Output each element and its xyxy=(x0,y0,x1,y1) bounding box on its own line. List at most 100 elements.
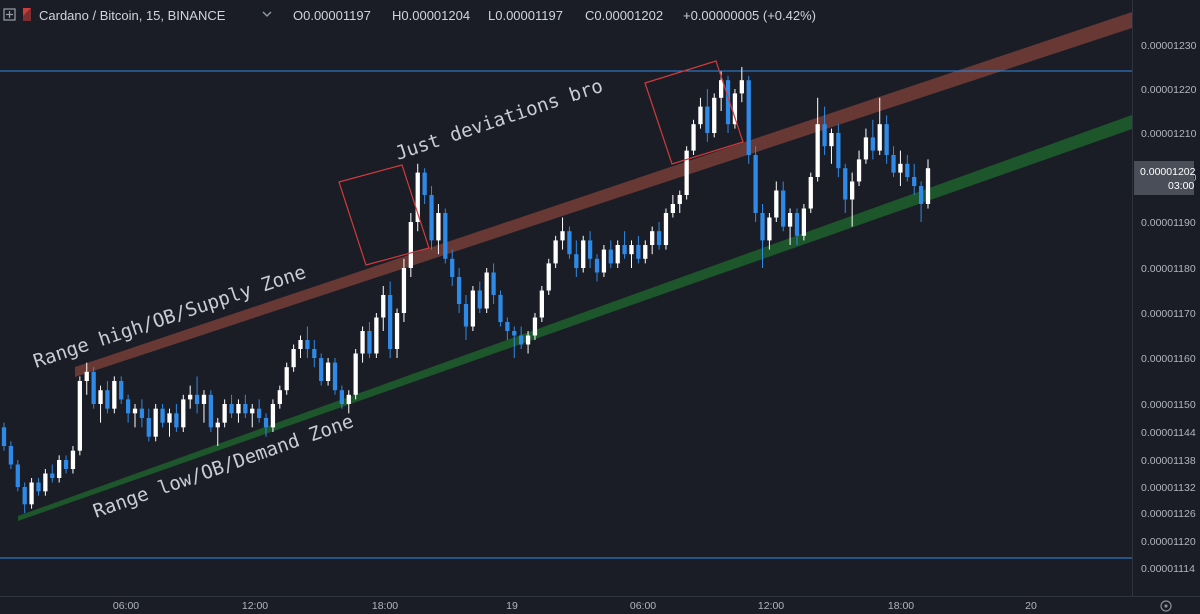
ohlc-change: +0.00000005 (+0.42%) xyxy=(683,8,816,23)
candle xyxy=(112,376,117,414)
ohlc-close: C0.00001202 xyxy=(585,8,663,23)
candle-body xyxy=(43,473,48,492)
candle-body xyxy=(525,335,531,345)
candle-body xyxy=(643,245,648,259)
candle xyxy=(732,89,738,129)
candle xyxy=(263,413,269,437)
candle xyxy=(181,394,186,432)
candle-body xyxy=(312,349,317,358)
candle xyxy=(208,390,214,432)
supply-zone xyxy=(75,12,1132,377)
candle-body xyxy=(870,137,875,151)
candle-body xyxy=(532,317,538,336)
symbol-title[interactable]: Cardano / Bitcoin, 15, BINANCE xyxy=(39,8,226,23)
candle-body xyxy=(429,195,434,241)
expand-icon[interactable] xyxy=(3,8,16,21)
candle xyxy=(367,322,372,358)
candle xyxy=(174,404,179,432)
price-tick-label: 0.00001220 xyxy=(1141,84,1197,96)
candle xyxy=(684,146,689,200)
candle-body xyxy=(925,168,931,204)
time-axis[interactable]: 06:00 12:00 18:00 19 06:00 12:00 18:00 20 xyxy=(113,600,1037,612)
candle-body xyxy=(863,137,869,160)
candle xyxy=(925,159,931,209)
candle-body xyxy=(905,163,910,177)
candle-body xyxy=(70,450,76,469)
candle-body xyxy=(277,390,282,404)
candle xyxy=(677,190,682,213)
candle xyxy=(153,404,158,442)
candle xyxy=(346,390,351,414)
settings-gear-icon[interactable] xyxy=(1160,600,1172,612)
candle xyxy=(98,385,103,423)
chevron-down-icon[interactable] xyxy=(262,11,272,17)
candle-body xyxy=(581,240,586,268)
ohlc-open: O0.00001197 xyxy=(293,8,371,23)
candle-body xyxy=(8,446,14,465)
candle xyxy=(277,385,282,409)
candle xyxy=(360,326,365,363)
candle-body xyxy=(436,213,441,241)
candle xyxy=(601,245,607,277)
candle-body xyxy=(470,290,476,327)
candle-body xyxy=(850,181,855,200)
candle-body xyxy=(684,150,689,195)
candle xyxy=(753,146,758,222)
candle-body xyxy=(718,80,724,98)
candle xyxy=(491,263,496,304)
candle-body xyxy=(194,394,200,404)
candle xyxy=(808,172,813,213)
candle xyxy=(132,404,138,428)
candle-body xyxy=(77,381,82,451)
candle xyxy=(436,204,441,255)
candle-body xyxy=(663,213,669,245)
candle-body xyxy=(677,195,682,204)
candle-body xyxy=(256,408,262,418)
candle xyxy=(774,181,779,222)
candle-body xyxy=(388,295,393,349)
candle xyxy=(50,464,55,483)
candle-body xyxy=(732,93,738,125)
candle xyxy=(243,394,248,418)
candle xyxy=(450,249,455,286)
candle-body xyxy=(243,404,248,414)
candle-body xyxy=(208,394,214,428)
candle-body xyxy=(353,353,358,395)
candle xyxy=(891,146,896,177)
candle-body xyxy=(801,208,807,236)
candle xyxy=(312,340,317,368)
candle xyxy=(801,204,807,241)
candle-body xyxy=(746,80,751,155)
candle xyxy=(381,286,386,331)
candle-body xyxy=(270,404,276,428)
candle-body xyxy=(836,133,841,169)
candle xyxy=(725,75,731,133)
candle-body xyxy=(546,263,551,291)
candle xyxy=(567,226,572,259)
candle-body xyxy=(712,97,717,133)
candle xyxy=(815,97,820,182)
candle-body xyxy=(91,371,96,404)
candle xyxy=(863,128,869,164)
candle-body xyxy=(1,427,7,446)
candle xyxy=(581,235,586,273)
candle xyxy=(636,235,641,264)
candle-body xyxy=(339,390,345,404)
candle-body xyxy=(188,394,193,400)
candle xyxy=(270,399,276,432)
price-tick-label: 0.00001190 xyxy=(1141,217,1196,229)
candle xyxy=(443,208,448,264)
candle xyxy=(498,290,503,327)
candle xyxy=(608,240,613,268)
candle xyxy=(236,399,241,423)
candle-body xyxy=(512,331,517,336)
candle xyxy=(388,281,393,358)
candle-body xyxy=(401,268,407,313)
candle-body xyxy=(629,245,634,255)
candle xyxy=(739,67,744,103)
candle xyxy=(870,119,875,160)
price-tick-label: 0.00001120 xyxy=(1141,536,1196,548)
candle xyxy=(698,97,703,129)
candle xyxy=(256,399,262,423)
